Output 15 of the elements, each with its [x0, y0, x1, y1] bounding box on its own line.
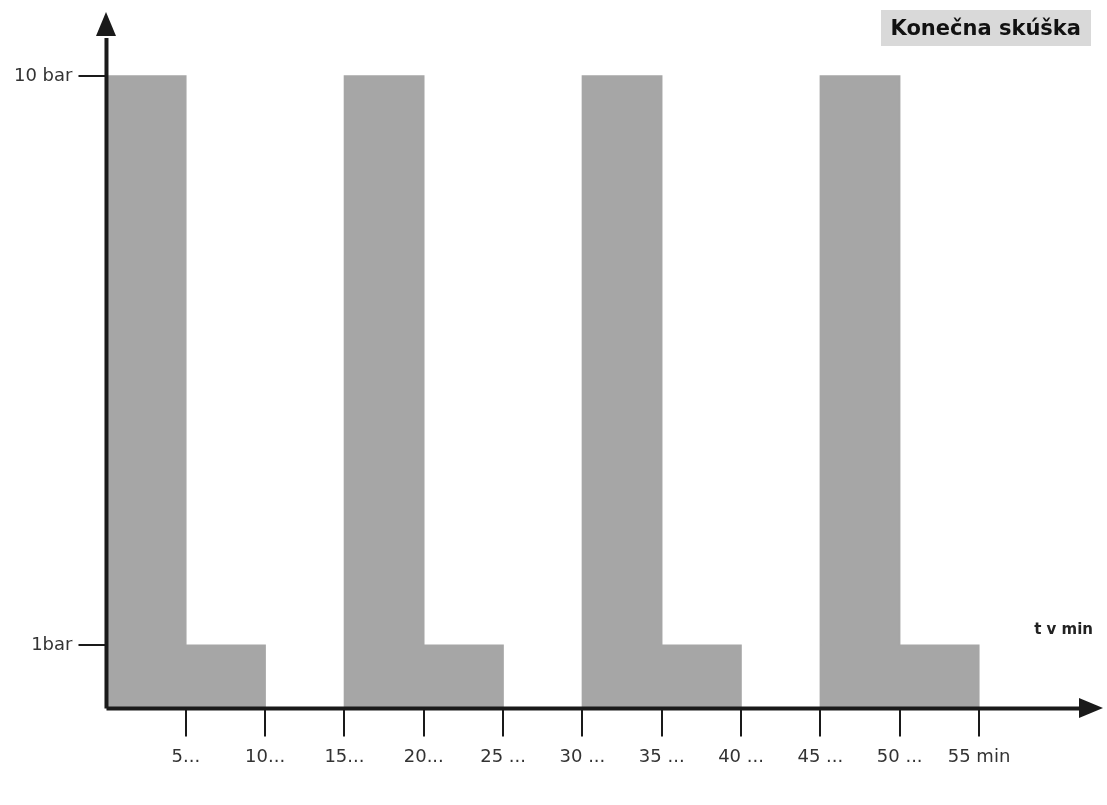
chart-title: Konečna skúška — [880, 10, 1091, 46]
x-tick-label: 45 ... — [797, 744, 844, 766]
x-tick-label: 30 ... — [559, 744, 606, 766]
x-tick-label: 55 min — [947, 744, 1011, 766]
y-tick-label: 10 bar — [14, 63, 74, 85]
x-tick-label: 50 ... — [876, 744, 923, 766]
x-tick-label: 15... — [324, 744, 365, 766]
x-tick-label: 35 ... — [638, 744, 685, 766]
x-tick-label: 5... — [171, 744, 201, 766]
y-tick-label: 1bar — [31, 632, 74, 654]
x-tick-label: 20... — [403, 744, 444, 766]
x-tick-label: 25 ... — [480, 744, 526, 766]
x-tick-label: 10... — [245, 744, 286, 766]
x-axis-title: t v min — [1034, 620, 1093, 638]
x-tick-label: 40 ... — [718, 744, 764, 766]
